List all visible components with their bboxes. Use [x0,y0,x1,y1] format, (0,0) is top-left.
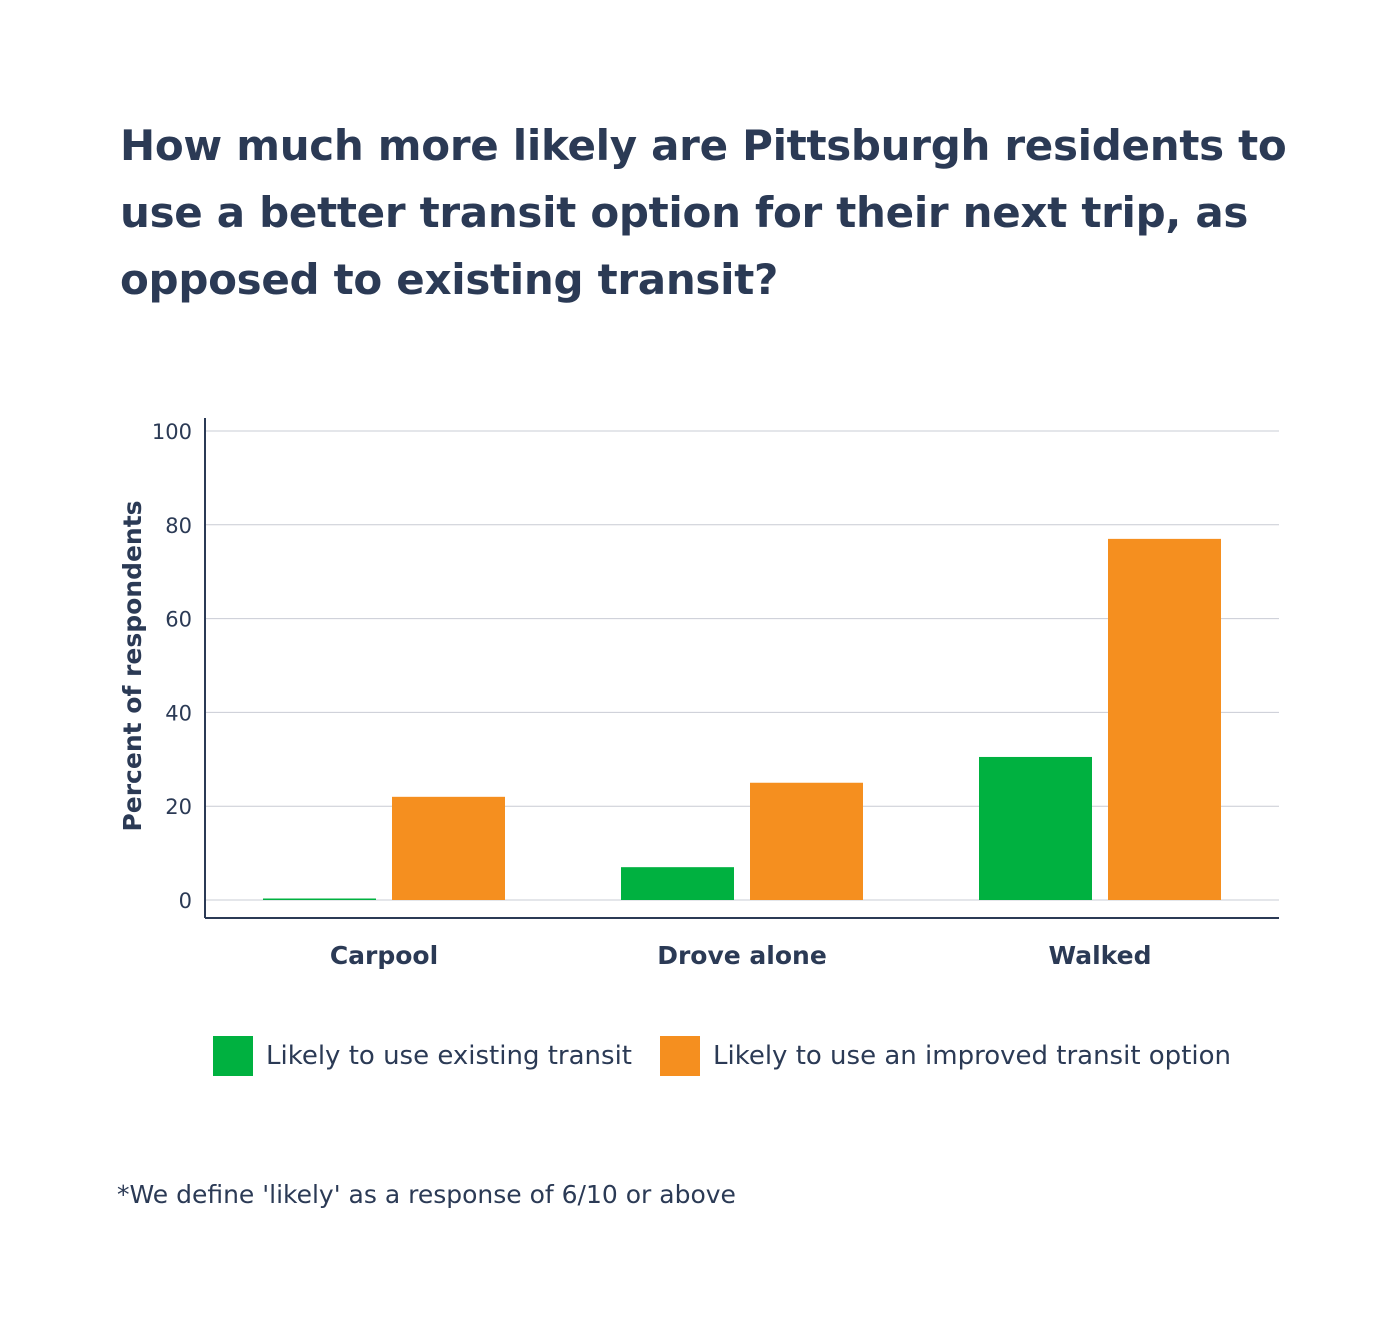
footnote: *We define 'likely' as a response of 6/1… [117,1180,736,1209]
axis-labels: 0 20 40 60 80 100 Carpool Drove alone Walked [152,420,1152,970]
bar-existing-drove-alone [621,867,734,900]
bar-existing-carpool [263,898,376,900]
bar-improved-walked [1108,538,1221,900]
y-tick-label: 60 [165,608,192,632]
y-axis-title: Percent of respondents [118,500,147,831]
bar-improved-drove-alone [750,782,863,900]
gridlines [205,430,1279,901]
legend-item-improved: Likely to use an improved transit option [659,1036,1231,1076]
legend-item-existing: Likely to use existing transit [213,1036,632,1076]
y-tick-label: 100 [152,420,192,444]
chart-title: How much more likely are Pittsburgh resi… [120,121,1287,304]
y-tick-label: 20 [165,795,192,819]
legend: Likely to use existing transit Likely to… [213,1036,1259,1076]
bars [263,538,1221,900]
x-tick-label: Walked [1049,941,1152,970]
bar-improved-carpool [392,796,505,900]
legend-label-existing: Likely to use existing transit [266,1041,632,1071]
legend-swatch-improved [659,1036,700,1076]
bar-existing-walked [979,756,1092,900]
y-tick-label: 80 [165,514,192,538]
y-tick-label: 0 [179,889,192,913]
x-tick-label: Carpool [330,941,438,970]
y-tick-label: 40 [165,701,192,725]
legend-label-improved: Likely to use an improved transit option [712,1041,1231,1071]
legend-swatch-existing [213,1036,253,1076]
x-tick-label: Drove alone [657,941,827,970]
axes [204,418,1279,919]
